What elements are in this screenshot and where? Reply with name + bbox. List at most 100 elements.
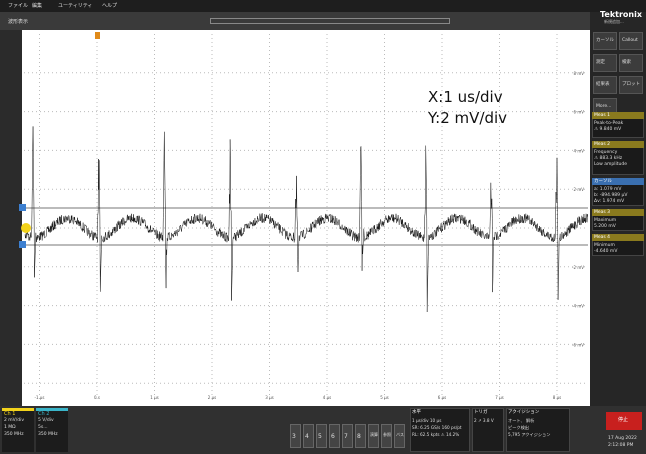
channel-button[interactable] — [329, 424, 340, 448]
side-button-label[interactable]: プロット — [622, 82, 640, 87]
waveform-view: 8 mV 6 mV 4 mV 2 mV -2 mV -4 mV -6 mV -1 μs 0 s 1… — [19, 30, 590, 406]
side-button[interactable] — [593, 76, 617, 94]
y-axis-label: 4 mV — [574, 148, 585, 153]
annotation: Y:2 mV/div — [427, 109, 507, 127]
menu-item[interactable]: 編集 — [32, 3, 43, 9]
x-axis-label: 6 μs — [438, 395, 446, 400]
acquisition-title[interactable]: アクイジション — [508, 410, 540, 415]
horizontal-title[interactable]: 水平 — [412, 410, 421, 415]
stop-label[interactable]: 停止 — [618, 417, 629, 423]
channel-button-label[interactable]: 5 — [318, 433, 322, 440]
x-axis-label: 5 μs — [380, 395, 388, 400]
x-axis-label: 0 s — [94, 395, 100, 400]
channel-button[interactable] — [368, 424, 379, 448]
trigger-title[interactable]: トリガ — [474, 410, 488, 415]
side-button[interactable] — [619, 32, 643, 50]
horizontal-setting: 1 μs/div 10 μs — [412, 418, 442, 423]
time: 2:12:08 PM — [608, 443, 634, 448]
side-button[interactable] — [593, 54, 617, 72]
channel-button-label[interactable]: 7 — [344, 433, 348, 440]
cursor-marker — [19, 241, 26, 248]
measurement-title: Meas 2 — [594, 142, 611, 147]
side-button-label[interactable]: カーソル — [596, 38, 614, 43]
channel-button-label[interactable]: 参照 — [383, 432, 391, 437]
measurement-header — [592, 234, 644, 241]
channel-button[interactable] — [290, 424, 301, 448]
channel-setting: 5 V/div — [38, 418, 54, 423]
cursor-marker — [19, 204, 26, 211]
overview-bar — [210, 18, 450, 24]
x-axis-label: -1 μs — [35, 395, 45, 400]
trigger-panel[interactable] — [472, 408, 504, 452]
menu-bar — [0, 0, 646, 12]
menu-item[interactable]: ユーティリティ — [58, 3, 93, 9]
x-axis-label: 2 μs — [208, 395, 216, 400]
side-button-label[interactable]: Callout — [622, 38, 638, 43]
measurement-header — [592, 178, 644, 185]
channel-button-label[interactable]: 6 — [331, 433, 335, 440]
plot-background — [22, 30, 590, 406]
menu-item[interactable]: ヘルプ — [102, 3, 118, 9]
measurement-value: Minimum — [594, 243, 615, 248]
brand-sub: 新規追加... — [604, 19, 624, 24]
channel-button-label[interactable]: 4 — [305, 433, 309, 440]
channel-name[interactable]: Ch 1 — [4, 411, 16, 417]
measurement-value: Δv: 1.974 mV — [594, 199, 625, 204]
horizontal-panel[interactable] — [410, 408, 470, 452]
y-axis-label: 8 mV — [574, 71, 585, 76]
channel-button[interactable] — [342, 424, 353, 448]
channel-button-label[interactable]: 8 — [357, 433, 361, 440]
side-button-label[interactable]: 結果表 — [596, 82, 610, 87]
side-button-label[interactable]: 検索 — [622, 60, 631, 65]
channel-setting: 1 MΩ — [4, 425, 16, 430]
channel-button[interactable] — [381, 424, 392, 448]
channel-button[interactable] — [316, 424, 327, 448]
y-axis-label: -2 mV — [572, 265, 584, 270]
y-axis-label: 2 mV — [574, 187, 585, 192]
channel-button-label[interactable]: バス — [396, 432, 404, 437]
measurement-value: a: 1.079 mV — [594, 187, 622, 192]
channel-button[interactable] — [303, 424, 314, 448]
stop-button[interactable] — [606, 412, 642, 430]
measurement-value: Peak-to-Peak — [594, 121, 624, 126]
date: 17 Aug 2022 — [608, 436, 637, 441]
brand: Tektronix — [600, 10, 643, 19]
horizontal-setting: SR: 6.25 GS/s 160 ps/pt — [412, 425, 462, 430]
x-axis-label: 8 μs — [553, 395, 561, 400]
measurement-value: Frequency — [594, 150, 618, 155]
channel-button[interactable] — [394, 424, 405, 448]
measurement-value: b: -894.989 μV — [594, 193, 628, 198]
channel-button[interactable] — [355, 424, 366, 448]
channel-badge[interactable] — [2, 408, 34, 452]
acquisition-panel[interactable] — [506, 408, 570, 452]
acquisition-setting: 5,795 アクイジション — [508, 432, 551, 437]
channel-badge[interactable] — [36, 408, 68, 452]
measurement-header — [592, 209, 644, 216]
measurement-title: Meas 3 — [594, 210, 611, 215]
side-button[interactable] — [619, 54, 643, 72]
trigger-marker — [95, 32, 100, 39]
side-button-label[interactable]: More... — [596, 104, 612, 109]
channel-button-label[interactable]: 演算 — [370, 432, 378, 437]
measurement-title: Meas 4 — [594, 235, 611, 240]
channel-name[interactable]: Ch 2 — [38, 411, 50, 417]
window-title: 波形表示 — [8, 19, 29, 25]
side-button[interactable] — [619, 76, 643, 94]
y-axis-label: -6 mV — [572, 342, 584, 347]
channel-setting: 2 mV/div — [4, 418, 25, 423]
y-axis-label: -4 mV — [572, 304, 584, 309]
menu-item[interactable]: ファイル — [8, 3, 29, 9]
channel-button-label[interactable]: 3 — [292, 433, 296, 440]
x-axis-label: 3 μs — [265, 395, 273, 400]
waveform-trace — [24, 126, 589, 313]
channel-marker — [21, 223, 31, 233]
title-bar — [0, 12, 590, 30]
measurement-value: Maximum — [594, 218, 617, 223]
trigger-setting: 2 ↗ 3.8 V — [474, 418, 494, 423]
side-button-label[interactable]: 測定 — [596, 60, 605, 65]
x-axis-label: 4 μs — [323, 395, 331, 400]
y-axis-label: 6 mV — [574, 110, 585, 115]
side-button[interactable] — [593, 32, 617, 50]
channel-setting: 350 MHz — [4, 432, 24, 437]
